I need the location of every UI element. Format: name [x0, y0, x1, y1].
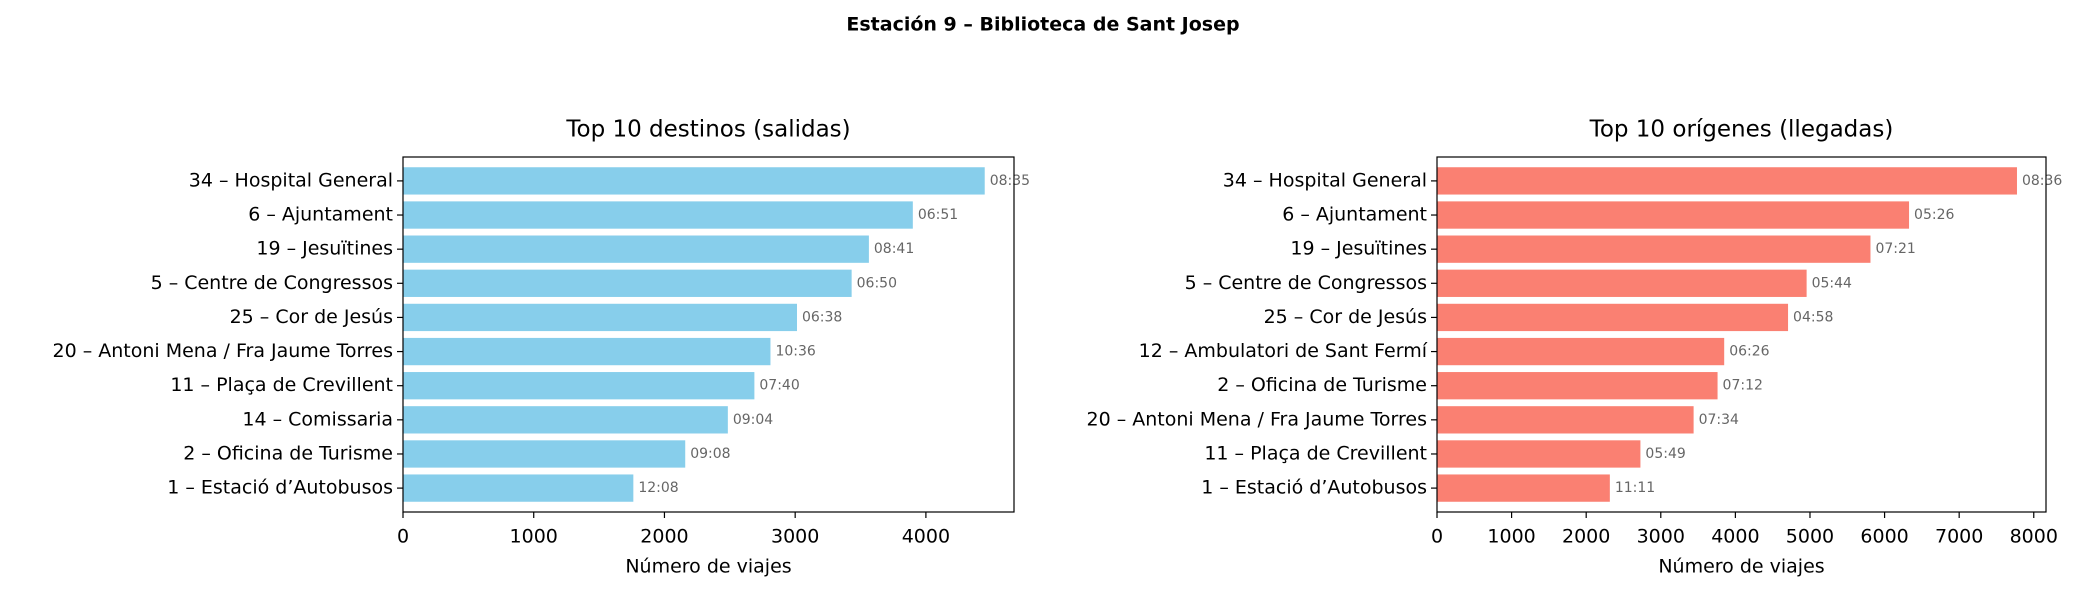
- time-label: 05:26: [1914, 207, 1954, 223]
- y-tick-label: 12 – Ambulatori de Sant Fermí: [1139, 340, 1428, 362]
- bar: [403, 235, 869, 263]
- bar: [403, 337, 771, 366]
- y-tick-label: 19 – Jesuïtines: [256, 238, 393, 260]
- time-label: 09:04: [733, 412, 773, 428]
- x-tick-label: 3000: [1637, 526, 1685, 548]
- x-tick-label: 0: [397, 526, 409, 548]
- time-label: 06:38: [802, 309, 842, 325]
- y-tick-label: 2 – Oficina de Turisme: [183, 442, 393, 464]
- time-label: 10:36: [775, 344, 815, 360]
- bar: [1437, 337, 1725, 366]
- bar: [403, 167, 985, 195]
- x-tick-label: 3000: [771, 526, 819, 548]
- x-tick-label: 4000: [1711, 526, 1759, 548]
- axes-frame: [402, 156, 1015, 513]
- y-tick-label: 19 – Jesuïtines: [1290, 238, 1427, 260]
- figure-title: Estación 9 – Biblioteca de Sant Josep: [846, 14, 1239, 36]
- time-label: 07:21: [1875, 241, 1915, 257]
- time-label: 06:50: [857, 275, 897, 291]
- time-label: 07:40: [759, 378, 799, 394]
- time-label: 08:41: [874, 241, 914, 257]
- x-tick-label: 0: [1431, 526, 1443, 548]
- y-tick-label: 5 – Centre de Congressos: [151, 272, 393, 294]
- time-label: 05:49: [1645, 446, 1685, 462]
- x-tick-label: 6000: [1860, 526, 1908, 548]
- bar: [1437, 167, 2017, 195]
- bar: [1437, 303, 1789, 332]
- bar: [403, 372, 755, 400]
- time-label: 04:58: [1793, 309, 1833, 325]
- y-tick-label: 34 – Hospital General: [1223, 169, 1427, 191]
- bar: [1437, 372, 1718, 400]
- x-tick-label: 2000: [1562, 526, 1610, 548]
- x-tick-label: 7000: [1935, 526, 1983, 548]
- y-tick-label: 6 – Ajuntament: [1282, 204, 1427, 226]
- y-tick-label: 5 – Centre de Congressos: [1185, 272, 1427, 294]
- time-label: 09:08: [690, 446, 730, 462]
- x-tick-label: 1000: [510, 526, 558, 548]
- x-tick-label: 5000: [1786, 526, 1834, 548]
- time-label: 11:11: [1615, 480, 1655, 496]
- time-label: 08:36: [2022, 173, 2062, 189]
- bar: [403, 440, 686, 468]
- bar: [403, 201, 913, 229]
- y-tick-label: 34 – Hospital General: [189, 169, 393, 191]
- bar: [403, 303, 797, 332]
- x-tick-label: 1000: [1487, 526, 1535, 548]
- time-label: 07:12: [1723, 378, 1763, 394]
- y-tick-label: 1 – Estació d’Autobusos: [1201, 477, 1427, 499]
- bar: [1437, 201, 1910, 229]
- subplot-title: Top 10 destinos (salidas): [565, 117, 850, 143]
- axes-frame: [1436, 156, 2047, 513]
- x-axis-label: Número de viajes: [1658, 556, 1824, 578]
- bar: [1437, 406, 1694, 434]
- time-label: 06:26: [1729, 344, 1769, 360]
- y-tick-label: 14 – Comissaria: [242, 408, 393, 430]
- time-label: 06:51: [918, 207, 958, 223]
- x-tick-label: 8000: [2010, 526, 2058, 548]
- x-tick-label: 2000: [640, 526, 688, 548]
- y-tick-label: 20 – Antoni Mena / Fra Jaume Torres: [1086, 408, 1427, 430]
- subplot-title: Top 10 orígenes (llegadas): [1589, 117, 1894, 143]
- y-tick-label: 11 – Plaça de Crevillent: [170, 374, 393, 396]
- time-label: 05:44: [1812, 275, 1852, 291]
- bar: [1437, 269, 1807, 297]
- bar: [1437, 440, 1641, 468]
- time-label: 12:08: [638, 480, 678, 496]
- x-axis-label: Número de viajes: [625, 556, 791, 578]
- bar: [1437, 474, 1610, 502]
- y-tick-label: 11 – Plaça de Crevillent: [1204, 442, 1427, 464]
- y-tick-label: 25 – Cor de Jesús: [1264, 306, 1427, 328]
- x-tick-label: 4000: [902, 526, 950, 548]
- bar: [1437, 235, 1871, 263]
- y-tick-label: 6 – Ajuntament: [248, 204, 393, 226]
- y-tick-label: 2 – Oficina de Turisme: [1217, 374, 1427, 396]
- time-label: 07:34: [1699, 412, 1739, 428]
- bar: [403, 406, 728, 434]
- time-label: 08:35: [990, 173, 1030, 189]
- y-tick-label: 25 – Cor de Jesús: [230, 306, 393, 328]
- bar: [403, 474, 634, 502]
- bar: [403, 269, 852, 297]
- y-tick-label: 1 – Estació d’Autobusos: [167, 477, 393, 499]
- y-tick-label: 20 – Antoni Mena / Fra Jaume Torres: [52, 340, 393, 362]
